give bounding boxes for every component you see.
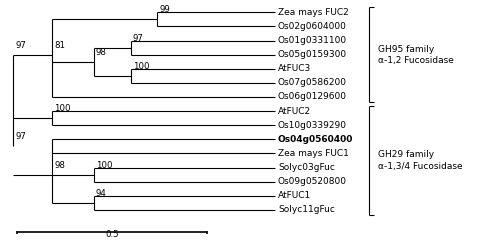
Text: 100: 100 [96,161,112,170]
Text: Os09g0520800: Os09g0520800 [278,177,347,186]
Text: 98: 98 [54,161,66,170]
Text: Os06g0129600: Os06g0129600 [278,92,347,102]
Text: 99: 99 [160,5,170,14]
Text: 94: 94 [96,189,106,198]
Text: Os02g0604000: Os02g0604000 [278,22,347,31]
Text: 97: 97 [132,34,143,43]
Text: 97: 97 [16,41,26,50]
Text: Zea mays FUC2: Zea mays FUC2 [278,8,349,17]
Text: 100: 100 [54,104,71,113]
Text: 0.5: 0.5 [106,230,119,239]
Text: Os07g0586200: Os07g0586200 [278,78,347,87]
Text: Solyc11gFuc: Solyc11gFuc [278,205,335,214]
Text: GH95 family
α-1,2 Fucosidase: GH95 family α-1,2 Fucosidase [378,45,454,65]
Text: AtFUC3: AtFUC3 [278,64,311,73]
Text: Solyc03gFuc: Solyc03gFuc [278,163,335,172]
Text: AtFUC1: AtFUC1 [278,191,311,200]
Text: Os05g0159300: Os05g0159300 [278,50,347,59]
Text: Zea mays FUC1: Zea mays FUC1 [278,149,349,158]
Text: 98: 98 [96,48,106,57]
Text: 100: 100 [132,62,149,71]
Text: 81: 81 [54,41,66,50]
Text: Os01g0331100: Os01g0331100 [278,36,347,45]
Text: Os10g0339290: Os10g0339290 [278,121,347,130]
Text: Os04g0560400: Os04g0560400 [278,135,353,144]
Text: GH29 family
α-1,3/4 Fucosidase: GH29 family α-1,3/4 Fucosidase [378,150,462,171]
Text: 97: 97 [16,132,26,141]
Text: AtFUC2: AtFUC2 [278,107,311,116]
